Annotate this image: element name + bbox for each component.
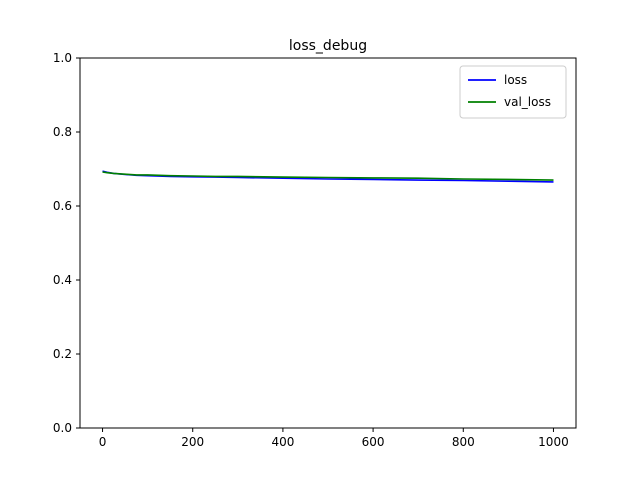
y-tick-label: 0.2 — [53, 347, 72, 361]
legend-box — [459, 65, 567, 119]
x-tick-label: 0 — [99, 435, 107, 449]
x-tick-label: 400 — [271, 435, 294, 449]
y-tick-label: 0.8 — [53, 125, 72, 139]
legend-label: loss — [504, 73, 527, 87]
chart-title: loss_debug — [289, 38, 367, 54]
x-tick-label: 800 — [452, 435, 475, 449]
series-line-val-loss — [102, 171, 554, 181]
legend-label: val_loss — [504, 95, 551, 109]
x-axis: 0 200 400 600 800 1000 — [99, 428, 569, 449]
axes-frame — [79, 57, 577, 429]
y-tick-label: 0.4 — [53, 273, 72, 287]
y-tick-label: 0.0 — [53, 421, 72, 435]
x-tick-label: 1000 — [538, 435, 569, 449]
y-tick-label: 1.0 — [53, 51, 72, 65]
x-tick-label: 200 — [181, 435, 204, 449]
legend: loss val_loss — [459, 65, 567, 119]
y-axis: 0.0 0.2 0.4 0.6 0.8 1.0 — [53, 51, 80, 435]
series-layer — [102, 170, 554, 183]
y-tick-label: 0.6 — [53, 199, 72, 213]
x-tick-label: 600 — [362, 435, 385, 449]
plot-area: 0 200 400 600 800 1000 0.0 0.2 0.4 0.6 0.8 1.0 — [53, 51, 577, 449]
